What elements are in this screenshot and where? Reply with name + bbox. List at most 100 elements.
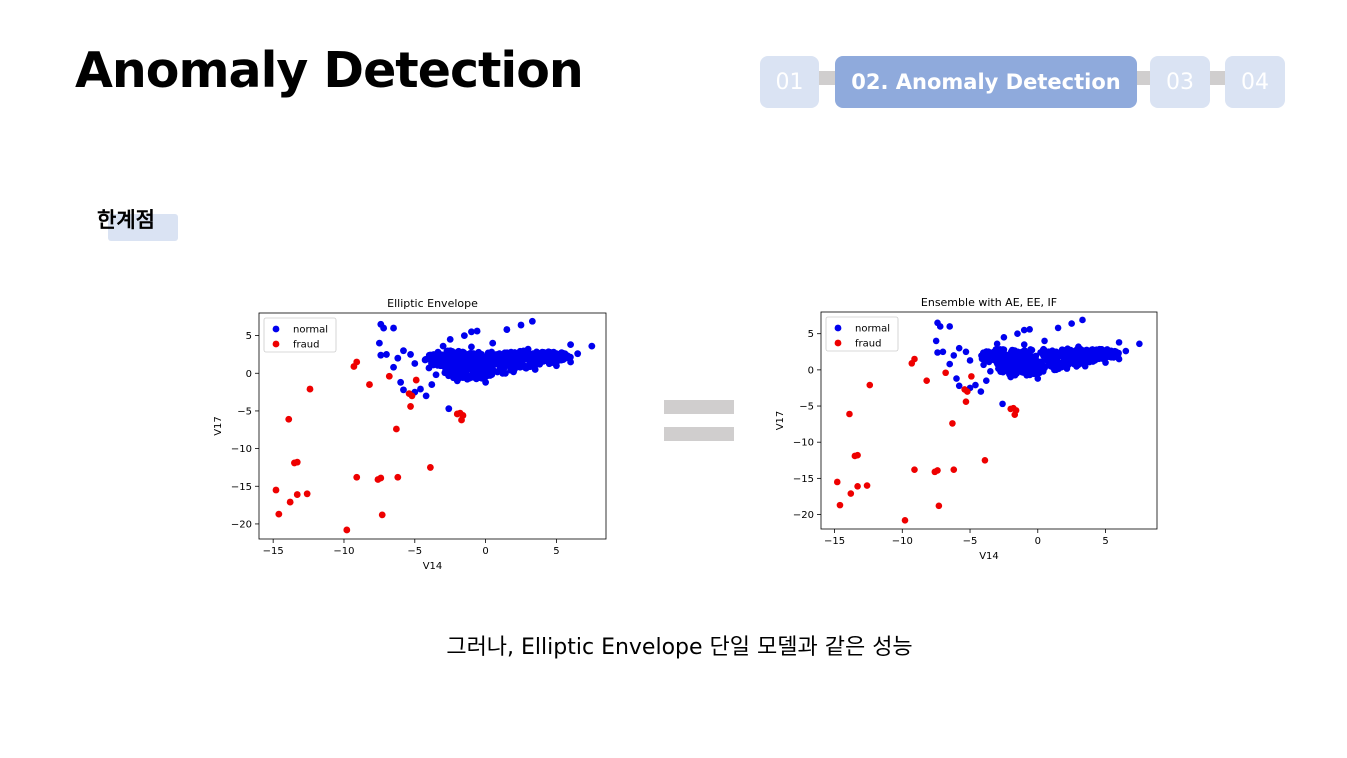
point-normal [380, 324, 388, 332]
point-fraud [942, 369, 949, 377]
point-fraud [911, 355, 918, 363]
point-normal [446, 348, 454, 356]
point-normal [946, 360, 954, 368]
point-fraud [911, 466, 918, 473]
legend-label-fraud: fraud [293, 340, 319, 351]
point-normal [966, 357, 974, 364]
point-normal [1011, 360, 1019, 367]
y-axis-label: V17 [775, 411, 786, 431]
point-normal [553, 362, 560, 370]
y-tick-label: 5 [808, 329, 814, 340]
point-fraud [275, 510, 283, 518]
point-normal [400, 347, 407, 355]
x-tick-label: −10 [333, 546, 354, 557]
point-fraud [366, 381, 373, 388]
plot-frame [258, 312, 607, 540]
point-normal [506, 361, 514, 369]
point-normal [482, 378, 490, 386]
point-normal [1079, 316, 1086, 324]
point-fraud [385, 372, 393, 380]
y-tick-label: −20 [793, 510, 814, 521]
point-normal [460, 332, 468, 339]
x-tick-label: −5 [407, 546, 422, 557]
point-fraud [343, 526, 351, 534]
legend-marker-normal [834, 324, 842, 332]
y-axis-label: V17 [213, 416, 224, 436]
point-fraud [962, 398, 970, 405]
point-normal [434, 348, 442, 356]
step-navigation: 01 02. Anomaly Detection 03 04 [760, 56, 1285, 108]
point-fraud [407, 403, 414, 410]
point-fraud [458, 416, 465, 424]
point-normal [1020, 353, 1028, 361]
y-tick-label: −20 [231, 519, 252, 530]
y-tick-label: −5 [799, 402, 814, 413]
legend: normal fraud [263, 317, 337, 353]
point-fraud [286, 498, 294, 506]
point-normal [436, 356, 444, 364]
legend: normal fraud [825, 316, 899, 352]
point-normal [546, 357, 554, 365]
x-axis-label: V14 [423, 561, 443, 572]
point-normal [993, 340, 1001, 348]
point-normal [417, 385, 424, 393]
point-normal [445, 357, 453, 365]
point-normal [1045, 352, 1052, 359]
point-normal [475, 373, 482, 381]
point-normal [422, 392, 430, 400]
point-normal [468, 328, 475, 336]
point-normal [950, 352, 958, 359]
point-normal [407, 351, 414, 358]
point-normal [397, 378, 405, 386]
plot-frame [820, 311, 1158, 530]
point-normal [532, 354, 540, 362]
point-normal [980, 349, 987, 356]
x-tick-label: 0 [482, 546, 488, 557]
point-normal [1040, 363, 1048, 371]
point-normal [480, 365, 488, 373]
point-normal [453, 353, 461, 361]
step-tab-03[interactable]: 03 [1150, 56, 1210, 108]
point-normal [517, 358, 525, 366]
point-normal [1003, 351, 1011, 359]
point-normal [468, 343, 475, 351]
step-tab-02[interactable]: 02. Anomaly Detection [835, 56, 1137, 108]
y-tick-label: −15 [231, 482, 252, 493]
point-fraud [934, 467, 941, 474]
x-axis-label: V14 [979, 551, 999, 562]
chart-title: Elliptic Envelope [387, 297, 478, 310]
point-fraud [836, 501, 844, 509]
point-normal [553, 350, 560, 358]
point-normal [1082, 348, 1089, 355]
point-normal [1007, 373, 1014, 381]
point-normal [1102, 359, 1109, 366]
point-normal [1037, 349, 1044, 356]
step-tab-01[interactable]: 01 [760, 56, 819, 108]
point-fraud [923, 377, 930, 385]
point-normal [1115, 355, 1123, 363]
point-normal [1093, 346, 1100, 354]
point-normal [566, 353, 574, 361]
point-normal [485, 351, 492, 359]
point-normal [528, 317, 536, 325]
point-normal [394, 354, 402, 362]
point-normal [489, 339, 497, 347]
point-fraud [935, 502, 943, 510]
point-normal [1102, 347, 1109, 355]
point-normal [991, 353, 998, 361]
point-normal [990, 348, 997, 356]
y-tick-label: −15 [793, 474, 814, 485]
step-tab-04[interactable]: 04 [1225, 56, 1285, 108]
point-normal [485, 366, 493, 374]
point-normal [425, 351, 433, 359]
point-normal [473, 327, 481, 335]
y-tick-label: −10 [793, 438, 814, 449]
ensemble-scatter-plot: Ensemble with AE, EE, IF −15 −10 −5 0 5 5 0 −5 −1… [775, 296, 1158, 562]
point-normal [425, 364, 433, 372]
point-fraud [303, 490, 311, 498]
point-fraud [846, 410, 853, 418]
legend-box [263, 317, 337, 353]
point-normal [1020, 326, 1028, 334]
point-normal [955, 382, 963, 390]
point-normal [1000, 334, 1008, 341]
